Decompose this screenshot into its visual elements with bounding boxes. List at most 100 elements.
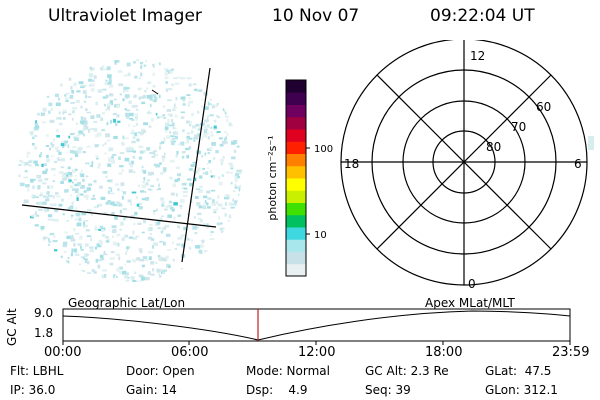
- emission-speckle: [149, 103, 152, 108]
- emission-speckle: [142, 150, 146, 153]
- emission-speckle: [192, 83, 197, 86]
- emission-speckle: [69, 185, 74, 189]
- emission-speckle: [192, 125, 197, 129]
- emission-speckle: [210, 189, 216, 192]
- emission-speckle: [83, 190, 87, 193]
- emission-speckle: [202, 167, 206, 170]
- emission-speckle: [186, 138, 189, 143]
- emission-speckle: [91, 269, 96, 273]
- emission-speckle: [201, 239, 205, 244]
- emission-speckle: [112, 241, 115, 246]
- emission-speckle: [102, 65, 105, 69]
- emission-speckle: [138, 145, 144, 149]
- emission-speckle: [45, 168, 48, 172]
- emission-speckle: [207, 197, 212, 200]
- emission-speckle: [91, 213, 93, 216]
- emission-speckle: [71, 248, 74, 253]
- emission-speckle: [113, 274, 117, 276]
- emission-speckle: [199, 219, 203, 223]
- emission-speckle: [45, 134, 49, 137]
- emission-speckle: [201, 155, 204, 158]
- emission-speckle: [146, 147, 150, 151]
- emission-speckle: [33, 146, 38, 150]
- emission-speckle: [196, 202, 201, 206]
- orbit-ylabel: GC Alt: [5, 308, 19, 346]
- emission-speckle: [94, 225, 97, 229]
- emission-speckle: [224, 137, 226, 142]
- emission-speckle: [122, 135, 125, 140]
- emission-speckle: [132, 156, 136, 159]
- emission-speckle: [229, 221, 234, 226]
- emission-speckle: [157, 221, 161, 225]
- orbit-altitude-curve: [62, 310, 571, 341]
- emission-speckle: [204, 152, 207, 156]
- emission-speckle: [104, 142, 107, 145]
- orbit-xtick-label-1800: 18:00: [425, 345, 463, 360]
- emission-speckle: [47, 214, 53, 218]
- emission-speckle: [176, 150, 179, 155]
- emission-speckle: [83, 221, 85, 226]
- mlt-label-0: 0: [468, 277, 476, 291]
- emission-speckle: [107, 163, 112, 167]
- emission-speckle: [82, 127, 85, 132]
- emission-speckle: [181, 155, 185, 159]
- emission-speckle: [126, 62, 131, 67]
- emission-speckle: [153, 152, 156, 156]
- emission-speckle: [159, 217, 163, 221]
- emission-speckle: [63, 241, 67, 246]
- emission-speckle: [128, 123, 130, 127]
- emission-speckle: [127, 276, 130, 279]
- emission-speckle: [198, 127, 203, 130]
- emission-speckle: [115, 253, 121, 256]
- emission-speckle: [119, 93, 122, 96]
- emission-speckle: [78, 130, 83, 134]
- emission-speckle: [95, 101, 98, 106]
- emission-speckle: [91, 67, 95, 71]
- emission-speckle: [79, 120, 85, 124]
- emission-speckle: [52, 180, 55, 182]
- emission-speckle: [150, 238, 155, 241]
- emission-speckle: [75, 232, 80, 235]
- emission-speckle: [123, 86, 127, 91]
- emission-speckle: [95, 258, 99, 263]
- status-dsp: Dsp: 4.9: [246, 383, 308, 397]
- emission-speckle: [169, 135, 175, 137]
- emission-speckle: [228, 122, 234, 127]
- terminator-tick: [151, 89, 159, 95]
- emission-speckle: [58, 151, 62, 155]
- emission-speckle: [134, 132, 137, 136]
- emission-speckle: [102, 144, 105, 147]
- emission-speckle: [155, 262, 158, 264]
- emission-speckle: [180, 206, 182, 210]
- mlat-label-80: 80: [486, 140, 501, 154]
- emission-speckle: [97, 162, 101, 167]
- emission-speckle: [93, 180, 97, 183]
- emission-speckle: [85, 94, 87, 99]
- emission-speckle: [88, 84, 92, 87]
- emission-speckle: [124, 137, 129, 140]
- emission-speckle: [125, 272, 129, 276]
- emission-speckle: [204, 199, 207, 204]
- emission-speckle: [206, 223, 209, 226]
- emission-speckle: [87, 208, 92, 212]
- emission-speckle: [71, 235, 74, 239]
- emission-speckle: [179, 236, 183, 239]
- emission-speckle: [18, 174, 21, 178]
- emission-speckle: [186, 135, 190, 140]
- colorbar-gradient: [286, 80, 306, 277]
- emission-speckle: [83, 220, 89, 222]
- emission-speckle: [194, 177, 197, 182]
- emission-speckle: [165, 205, 169, 209]
- emission-speckle: [218, 181, 223, 186]
- emission-speckle: [47, 185, 50, 189]
- emission-speckle: [236, 145, 241, 148]
- emission-speckle: [67, 171, 73, 176]
- emission-speckle: [194, 88, 198, 91]
- emission-speckle: [116, 268, 120, 272]
- emission-speckle: [207, 152, 211, 154]
- emission-speckle: [137, 222, 142, 225]
- emission-speckle: [68, 135, 71, 139]
- emission-speckle: [60, 255, 63, 258]
- emission-speckle: [174, 248, 178, 250]
- emission-speckle: [76, 99, 80, 103]
